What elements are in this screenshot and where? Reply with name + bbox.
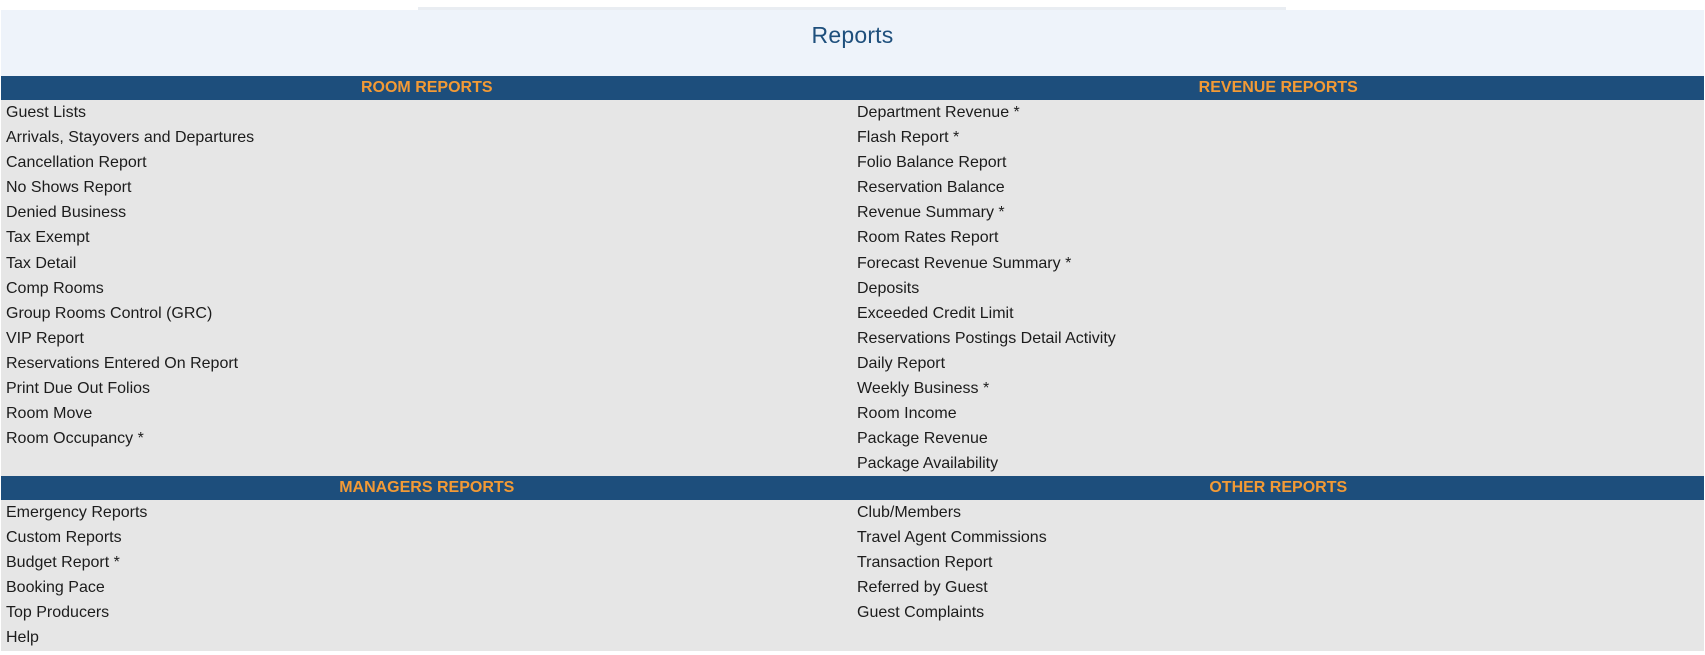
- report-link-guest-complaints[interactable]: Guest Complaints: [857, 604, 985, 622]
- title-panel: Reports: [1, 10, 1704, 76]
- report-link-revenue-summary[interactable]: Revenue Summary *: [857, 204, 1005, 222]
- report-link-booking-pace[interactable]: Booking Pace: [6, 579, 105, 597]
- report-link-denied-business[interactable]: Denied Business: [6, 204, 127, 222]
- report-link-tax-detail[interactable]: Tax Detail: [6, 254, 77, 272]
- report-link-package-availability[interactable]: Package Availability: [857, 455, 999, 473]
- report-link-deposits[interactable]: Deposits: [857, 279, 920, 297]
- report-link-room-income[interactable]: Room Income: [857, 405, 957, 423]
- other-reports-list: Club/Members Travel Agent Commissions Tr…: [857, 500, 1697, 625]
- report-link-help[interactable]: Help: [6, 629, 39, 647]
- report-link-group-rooms-control[interactable]: Group Rooms Control (GRC): [6, 304, 213, 322]
- room-reports-list: Guest Lists Arrivals, Stayovers and Depa…: [6, 100, 846, 451]
- report-link-travel-agent-commissions[interactable]: Travel Agent Commissions: [857, 529, 1047, 547]
- report-link-exceeded-credit-limit[interactable]: Exceeded Credit Limit: [857, 304, 1014, 322]
- report-link-reservations-postings-detail[interactable]: Reservations Postings Detail Activity: [857, 329, 1116, 347]
- report-link-folio-balance-report[interactable]: Folio Balance Report: [857, 154, 1007, 172]
- report-link-club-members[interactable]: Club/Members: [857, 504, 962, 521]
- page-title: Reports: [811, 22, 894, 48]
- report-link-guest-lists[interactable]: Guest Lists: [6, 104, 87, 121]
- report-link-arrivals-stayovers-departures[interactable]: Arrivals, Stayovers and Departures: [6, 129, 255, 147]
- report-link-package-revenue[interactable]: Package Revenue: [857, 430, 988, 448]
- report-link-cancellation-report[interactable]: Cancellation Report: [6, 154, 147, 172]
- section-header-row-2: MANAGERS REPORTS OTHER REPORTS: [1, 476, 1704, 500]
- report-link-comp-rooms[interactable]: Comp Rooms: [6, 279, 104, 297]
- reports-area: ROOM REPORTS REVENUE REPORTS Guest Lists…: [1, 76, 1704, 651]
- revenue-reports-list: Department Revenue * Flash Report * Foli…: [857, 100, 1697, 476]
- report-link-transaction-report[interactable]: Transaction Report: [857, 554, 993, 572]
- report-link-custom-reports[interactable]: Custom Reports: [6, 529, 122, 547]
- revenue-reports-header: REVENUE REPORTS: [1198, 79, 1358, 96]
- report-link-top-producers[interactable]: Top Producers: [6, 604, 110, 622]
- report-link-vip-report[interactable]: VIP Report: [6, 329, 84, 347]
- report-link-room-move[interactable]: Room Move: [6, 405, 93, 423]
- report-link-reservations-entered-on[interactable]: Reservations Entered On Report: [6, 354, 239, 372]
- report-link-forecast-revenue-summary[interactable]: Forecast Revenue Summary *: [857, 254, 1072, 272]
- report-link-daily-report[interactable]: Daily Report: [857, 354, 946, 372]
- top-strip: [418, 7, 1286, 10]
- report-link-room-rates-report[interactable]: Room Rates Report: [857, 229, 999, 247]
- report-link-reservation-balance[interactable]: Reservation Balance: [857, 179, 1005, 197]
- room-reports-header: ROOM REPORTS: [360, 79, 493, 96]
- report-link-referred-by-guest[interactable]: Referred by Guest: [857, 579, 988, 597]
- report-link-weekly-business[interactable]: Weekly Business *: [857, 380, 990, 398]
- section-header-row-1: ROOM REPORTS REVENUE REPORTS: [1, 76, 1704, 100]
- report-link-department-revenue[interactable]: Department Revenue *: [857, 104, 1020, 121]
- report-link-flash-report[interactable]: Flash Report *: [857, 129, 960, 147]
- report-link-budget-report[interactable]: Budget Report *: [6, 554, 120, 572]
- report-link-no-shows-report[interactable]: No Shows Report: [6, 179, 132, 197]
- report-link-tax-exempt[interactable]: Tax Exempt: [6, 229, 90, 247]
- other-reports-header: OTHER REPORTS: [1209, 479, 1348, 496]
- report-link-emergency-reports[interactable]: Emergency Reports: [6, 504, 148, 521]
- managers-reports-list: Emergency Reports Custom Reports Budget …: [6, 500, 846, 651]
- report-link-print-due-out-folios[interactable]: Print Due Out Folios: [6, 380, 151, 398]
- report-link-room-occupancy[interactable]: Room Occupancy *: [6, 430, 144, 448]
- managers-reports-header: MANAGERS REPORTS: [339, 479, 515, 496]
